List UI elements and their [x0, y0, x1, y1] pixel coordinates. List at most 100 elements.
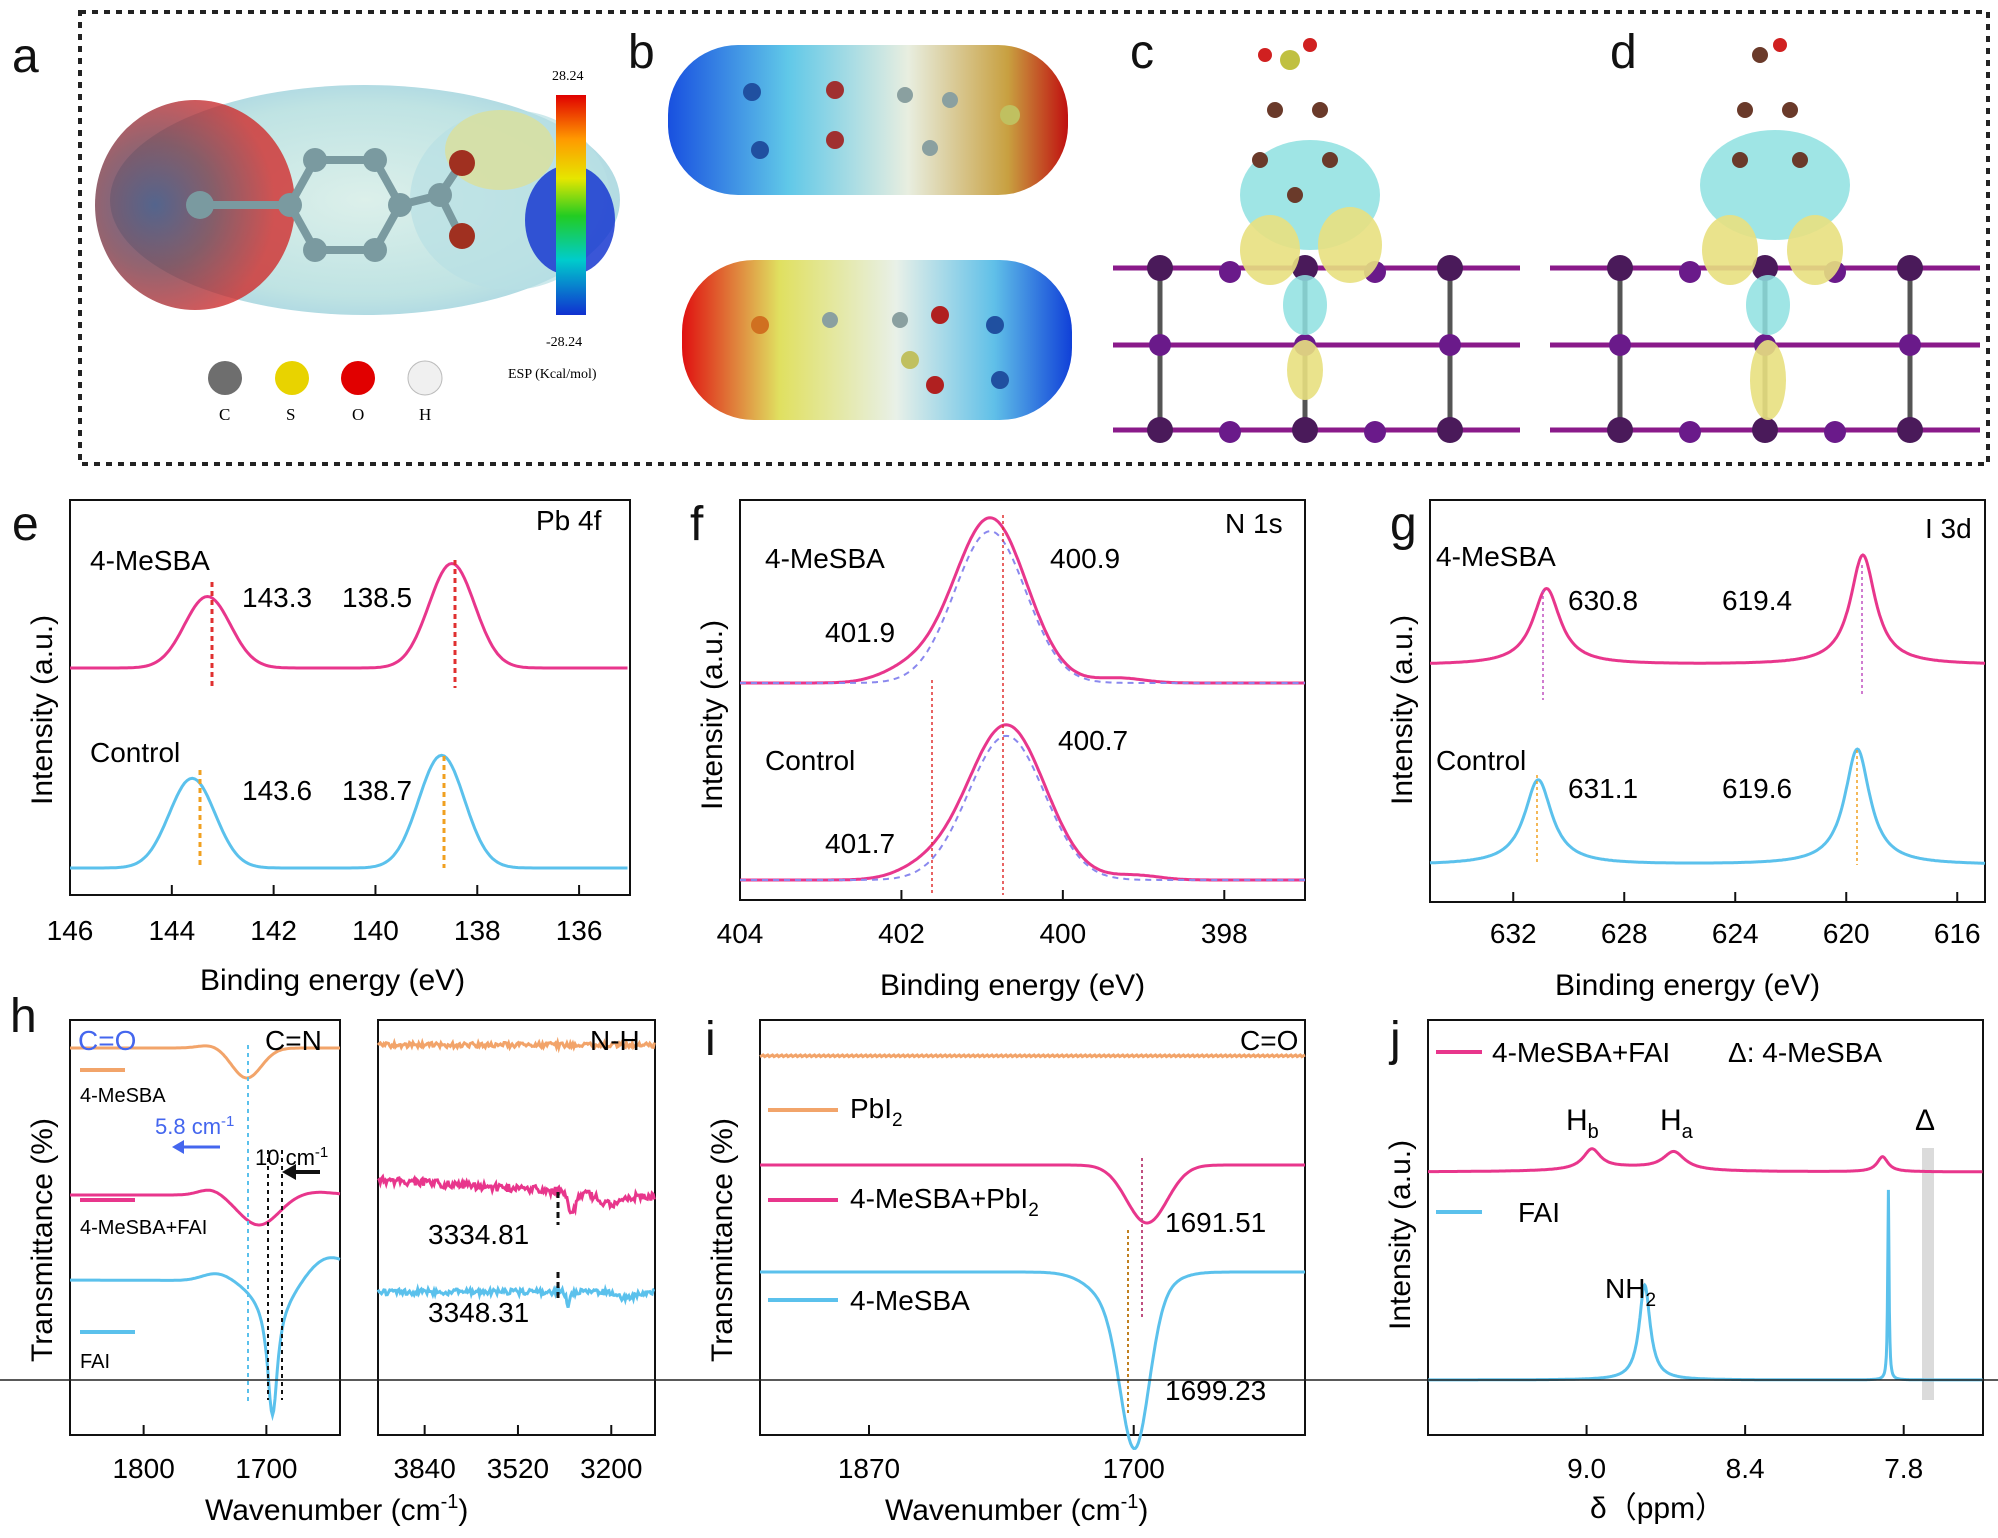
- x-tick-label: 146: [47, 915, 94, 946]
- annotation-g-2: 619.4: [1722, 585, 1792, 616]
- series-f-4mesba: [740, 516, 1305, 685]
- molecule-c: [1252, 38, 1338, 203]
- x-tick-label: 7.8: [1884, 1453, 1923, 1484]
- series-h-fai-left: [70, 1256, 341, 1422]
- legend-label-i-3: 4-MeSBA: [850, 1285, 970, 1316]
- x-tick-label: 404: [717, 918, 764, 949]
- series-f-control-fit: [740, 734, 1305, 881]
- annotation-f-2: 401.9: [825, 617, 895, 648]
- x-tick-label: 3520: [487, 1453, 549, 1484]
- top-row-border: [78, 10, 1990, 466]
- xlabel-h: Wavenumber (cm-1): [205, 1491, 468, 1527]
- xticks-g: 632 628 624 620 616: [1490, 892, 1981, 949]
- annotation-e-4: 138.7: [342, 775, 412, 806]
- corner-label-e: Pb 4f: [536, 505, 602, 536]
- xticks-f: 404 402 400 398: [717, 890, 1248, 949]
- corner-label-g: I 3d: [1925, 513, 1972, 544]
- series-label-g-control: Control: [1436, 745, 1526, 776]
- annotation-g-3: 631.1: [1568, 773, 1638, 804]
- panel-g: g 4-MeSBA Control I 3d 630.8 619.4 631.1…: [1386, 498, 1986, 1002]
- x-tick-label: 3840: [394, 1453, 456, 1484]
- legend-label-j-2: FAI: [1518, 1197, 1560, 1228]
- legend-note-j: Δ: 4-MeSBA: [1728, 1037, 1882, 1068]
- plot-frame-e: [69, 499, 631, 896]
- legend-label-j-1: 4-MeSBA+FAI: [1492, 1037, 1670, 1068]
- ylabel-i: Transmittance (%): [706, 1118, 739, 1362]
- series-e-control: [70, 753, 628, 870]
- series-h-mix-right: [377, 1173, 656, 1217]
- series-i-pbi2: [759, 1053, 1306, 1059]
- atoms-a: [186, 148, 475, 262]
- annotation-i-1: 1691.51: [1165, 1207, 1266, 1238]
- xticks-e: 146 144 142 140 138 136: [47, 885, 603, 946]
- x-tick-label: 138: [454, 915, 501, 946]
- panel-f: f 4-MeSBA Control N 1s 400.9 401.9 400.7…: [690, 498, 1306, 1002]
- panel-letter-i: i: [705, 1013, 716, 1066]
- ylabel-h: Transmittance (%): [26, 1118, 59, 1362]
- series-h-4mesba-left: [70, 1044, 340, 1080]
- series-i-4mesba: [760, 1270, 1305, 1451]
- esp-scale-label: ESP (Kcal/mol): [508, 367, 597, 382]
- series-f-4mesba-fit: [740, 530, 1305, 684]
- ylabel-j: Intensity (a.u.): [1384, 1140, 1417, 1330]
- series-h-fai-right: [376, 1283, 656, 1308]
- esp-surface-a: [95, 85, 620, 315]
- plot-frame-h-right: [377, 1019, 656, 1436]
- xlabel-f: Binding energy (eV): [880, 969, 1145, 1002]
- plot-frame-i: [759, 1019, 1306, 1436]
- esp-scale-min: -28.24: [546, 335, 582, 350]
- x-tick-label: 8.4: [1726, 1453, 1765, 1484]
- plot-frame-j: [1427, 1019, 1984, 1436]
- x-tick-label: 3200: [580, 1453, 642, 1484]
- panel-letter-d: d: [1610, 26, 1637, 79]
- annotation-g-1: 630.8: [1568, 585, 1638, 616]
- lattice-c: [1113, 255, 1520, 443]
- legend-label-i-1: PbI2: [850, 1093, 903, 1131]
- molecule-b: [743, 81, 1020, 394]
- panel-letter-f: f: [690, 498, 704, 551]
- shift-arrowhead-h-2: [282, 1164, 296, 1180]
- x-tick-label: 1800: [112, 1453, 174, 1484]
- xticks-h: 1800 1700 3840 3520 3200: [112, 1425, 642, 1484]
- annotation-f-1: 400.9: [1050, 543, 1120, 574]
- legend-label-h-3: FAI: [80, 1351, 110, 1373]
- panel-letter-e: e: [12, 498, 39, 551]
- series-e-4mesba: [70, 561, 628, 670]
- xticks-j: 9.0 8.4 7.8: [1567, 1425, 1923, 1484]
- panel-letter-a: a: [12, 30, 39, 83]
- peak-label-j-delta: Δ: [1915, 1104, 1935, 1137]
- x-tick-label: 616: [1934, 918, 1981, 949]
- panel-e: e 4-MeSBA Control Pb 4f 143.3 138.5 143.…: [12, 498, 631, 997]
- plot-frame-g: [1429, 499, 1986, 903]
- panel-j: j 4-MeSBA+FAI Δ: 4-MeSBA FAI Hb Ha Δ NH2…: [1384, 1013, 1984, 1525]
- series-h-4mesba-right: [376, 1036, 656, 1054]
- xlabel-g: Binding energy (eV): [1555, 969, 1820, 1002]
- esp-scale-max: 28.24: [552, 69, 584, 84]
- panel-c: c: [1113, 26, 1520, 443]
- panel-d: d: [1550, 26, 1980, 443]
- atom-c-label: C: [219, 405, 230, 424]
- annotation-h-1: 3334.81: [428, 1219, 529, 1250]
- annotation-e-3: 143.6: [242, 775, 312, 806]
- shift-label-h-1: 5.8 cm-1: [155, 1113, 234, 1139]
- panel-i: i C=O PbI2 4-MeSBA+PbI2 4-MeSBA 1691.51 …: [705, 1013, 1306, 1527]
- series-j-mix: [1428, 1147, 1983, 1174]
- charge-density-c: [1240, 140, 1382, 400]
- x-tick-label: 136: [556, 915, 603, 946]
- x-tick-label: 632: [1490, 918, 1537, 949]
- x-tick-label: 624: [1712, 918, 1759, 949]
- shift-label-h-2: 10 cm-1: [255, 1144, 328, 1170]
- atom-c-swatch: [208, 361, 242, 395]
- legend-label-h-1: 4-MeSBA: [80, 1085, 166, 1107]
- atom-s-label: S: [286, 405, 295, 424]
- legend-label-i-2: 4-MeSBA+PbI2: [850, 1183, 1039, 1221]
- panel-letter-c: c: [1130, 26, 1154, 79]
- corner-label-i: C=O: [1240, 1025, 1298, 1056]
- x-tick-label: 400: [1039, 918, 1086, 949]
- xlabel-i: Wavenumber (cm-1): [885, 1491, 1148, 1527]
- xlabel-e: Binding energy (eV): [200, 964, 465, 997]
- esp-surface-b-bottom: [682, 260, 1072, 420]
- plot-frame-h-left: [69, 1019, 341, 1436]
- atom-h-swatch: [407, 360, 443, 396]
- peak-label-j-hb: Hb: [1566, 1104, 1599, 1143]
